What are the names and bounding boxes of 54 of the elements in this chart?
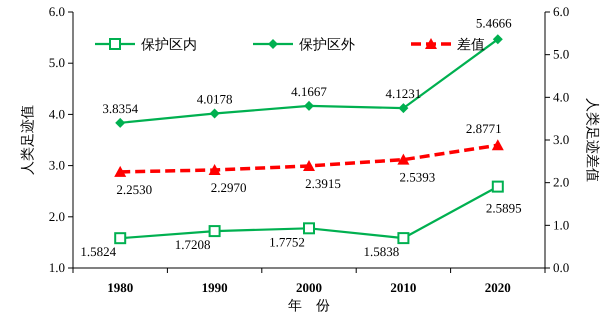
text: 2.5393 bbox=[400, 170, 436, 185]
y-tick-label: 5.0 bbox=[48, 55, 65, 70]
text: 2.5895 bbox=[486, 200, 522, 216]
y2-tick-label: 4.0 bbox=[553, 89, 570, 104]
x-tick-label: 2020 bbox=[484, 280, 511, 295]
text: 2.8771 bbox=[466, 121, 502, 136]
text: 5.4666 bbox=[476, 15, 512, 30]
y-tick-label: 4.0 bbox=[48, 106, 65, 122]
point bbox=[115, 118, 126, 128]
y-axis-title: 人类足迹值 bbox=[19, 105, 35, 175]
point bbox=[208, 225, 221, 238]
text: 2.2970 bbox=[210, 180, 246, 195]
text: 3.8354 bbox=[102, 100, 138, 116]
x-tick-label: 2010 bbox=[390, 280, 416, 295]
point bbox=[304, 100, 314, 111]
point bbox=[210, 108, 220, 118]
y-tick-label: 6.0 bbox=[48, 4, 65, 19]
y-tick-label: 3.0 bbox=[48, 158, 65, 173]
text: 1.5838 bbox=[364, 244, 400, 260]
point bbox=[208, 164, 221, 175]
y2-tick-label: 6.0 bbox=[553, 4, 570, 19]
point bbox=[303, 160, 315, 171]
text: 2.2530 bbox=[116, 182, 152, 197]
x-tick-label: 1990 bbox=[202, 280, 228, 295]
text: 2.3915 bbox=[305, 176, 341, 191]
point bbox=[492, 139, 504, 150]
point bbox=[398, 103, 408, 114]
point bbox=[397, 232, 410, 244]
text: 1.5824 bbox=[80, 244, 116, 260]
y2-tick-label: 3.0 bbox=[553, 132, 570, 147]
y2-tick-label: 1.0 bbox=[553, 217, 570, 232]
point bbox=[114, 166, 126, 177]
point bbox=[114, 232, 126, 244]
x-tick-label: 1980 bbox=[107, 280, 134, 295]
point bbox=[492, 34, 503, 44]
y2-tick-label: 2.0 bbox=[553, 174, 570, 190]
x-axis-title: 年 份 bbox=[288, 297, 330, 313]
text: 1.7208 bbox=[174, 237, 210, 252]
point bbox=[303, 222, 315, 234]
point bbox=[492, 180, 504, 193]
text: 4.1231 bbox=[386, 86, 422, 102]
y2-tick-label: 5.0 bbox=[553, 46, 570, 62]
x-tick-label: 2000 bbox=[296, 280, 322, 295]
point bbox=[397, 154, 410, 165]
y-tick-label: 2.0 bbox=[48, 208, 65, 224]
y-tick-label: 1.0 bbox=[48, 260, 65, 275]
legend-label: 保护区内 bbox=[141, 36, 197, 52]
legend-label: 保护区外 bbox=[299, 36, 355, 52]
text: 4.0178 bbox=[196, 91, 232, 106]
legend-label: 差值 bbox=[457, 36, 485, 52]
text: 4.1667 bbox=[291, 84, 327, 99]
text: 1.7752 bbox=[269, 234, 305, 250]
y2-tick-label: 0.0 bbox=[553, 260, 570, 275]
y2-axis-title: 人类足迹差值 bbox=[585, 98, 601, 182]
